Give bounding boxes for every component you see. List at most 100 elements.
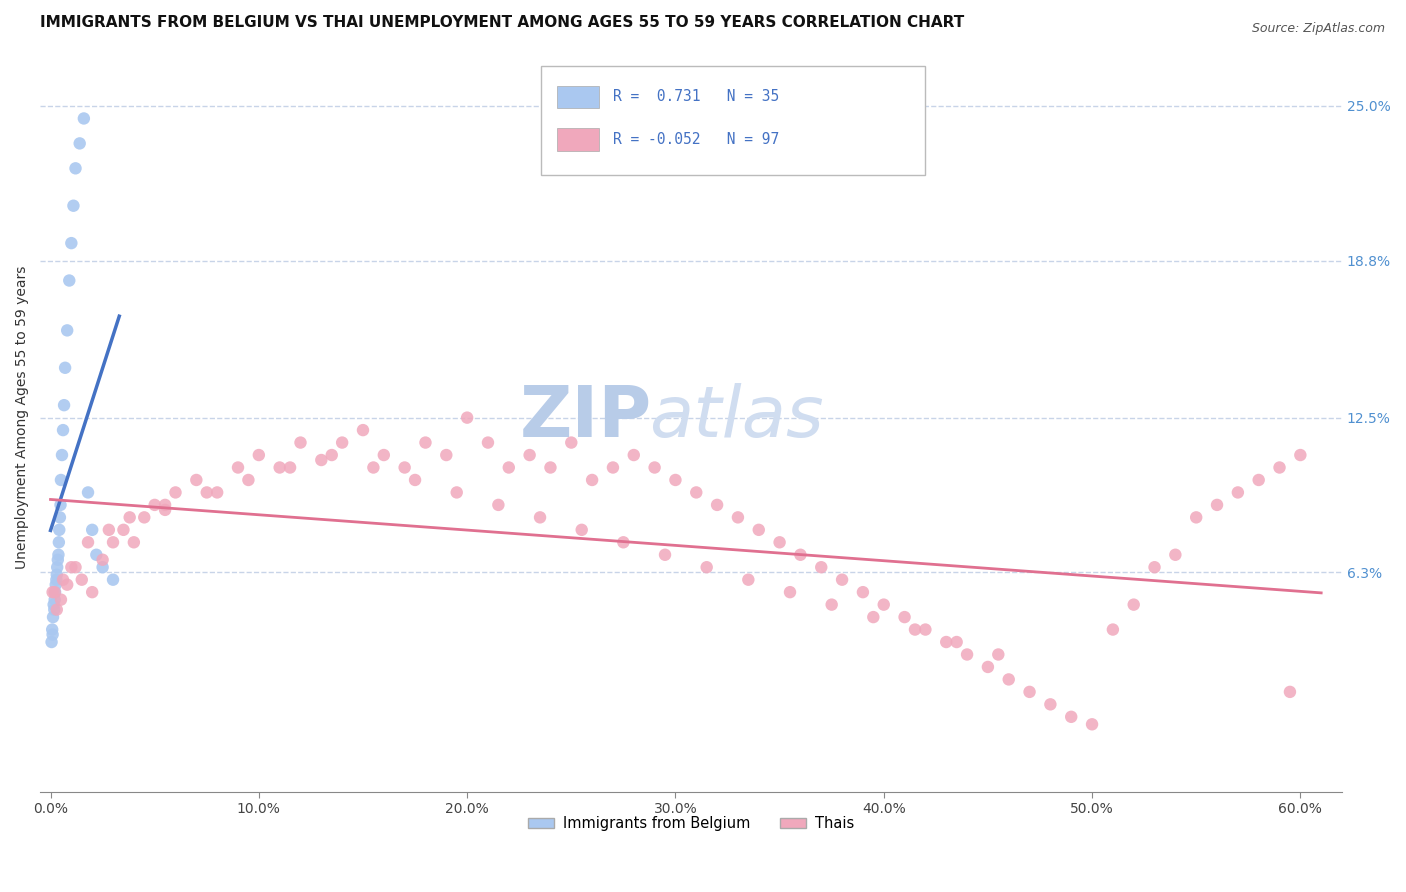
Point (581, 473, 603, 487)
Point (226, 460, 249, 475)
Point (415, 435, 437, 450)
Point (1206, 498, 1229, 512)
Point (810, 560, 832, 574)
Point (45, 573, 67, 587)
Point (862, 610, 884, 624)
Point (602, 460, 624, 475)
Point (44, 602, 66, 616)
Point (77, 485, 100, 500)
Point (373, 448, 395, 462)
Point (486, 498, 509, 512)
Point (41, 623, 63, 637)
FancyBboxPatch shape (557, 128, 599, 151)
Point (56, 577, 79, 591)
Point (51, 448, 73, 462)
Legend: Immigrants from Belgium, Thais: Immigrants from Belgium, Thais (523, 810, 860, 837)
Point (873, 598, 896, 612)
Point (997, 673, 1019, 687)
Point (118, 510, 141, 524)
Point (1102, 623, 1125, 637)
Point (352, 423, 374, 437)
Point (1018, 685, 1040, 699)
Point (831, 573, 853, 587)
Point (456, 410, 478, 425)
Point (49, 510, 72, 524)
Point (685, 485, 707, 500)
Point (205, 485, 228, 500)
Point (893, 610, 915, 624)
Point (53, 398, 76, 412)
Point (165, 485, 187, 500)
Point (737, 573, 759, 587)
Point (914, 623, 936, 637)
Point (1226, 485, 1249, 500)
Point (238, 473, 260, 487)
Point (247, 448, 270, 462)
Point (977, 660, 1000, 674)
Point (779, 585, 801, 599)
Point (44, 585, 66, 599)
Text: R =  0.731   N = 35: R = 0.731 N = 35 (613, 89, 779, 104)
Point (195, 485, 218, 500)
Point (821, 598, 844, 612)
Point (44, 585, 66, 599)
Point (935, 635, 957, 649)
Point (519, 448, 541, 462)
Point (70, 573, 93, 587)
Point (748, 523, 770, 537)
Point (644, 460, 666, 475)
Point (45, 602, 67, 616)
Point (321, 448, 343, 462)
Text: IMMIGRANTS FROM BELGIUM VS THAI UNEMPLOYMENT AMONG AGES 55 TO 59 YEARS CORRELATI: IMMIGRANTS FROM BELGIUM VS THAI UNEMPLOY… (41, 15, 965, 30)
Text: R = -0.052   N = 97: R = -0.052 N = 97 (613, 132, 779, 147)
Point (956, 648, 979, 662)
Point (477, 435, 499, 450)
Point (82, 523, 104, 537)
Point (45, 567, 67, 582)
Point (269, 460, 291, 475)
Point (612, 535, 634, 549)
Point (65, 161, 87, 176)
Point (852, 585, 875, 599)
Point (186, 473, 208, 487)
Point (60, 560, 83, 574)
Point (529, 510, 551, 524)
Point (311, 453, 333, 467)
Point (446, 485, 468, 500)
Point (330, 435, 353, 450)
Point (49, 592, 72, 607)
Point (122, 535, 145, 549)
Point (48, 548, 70, 562)
Point (394, 460, 416, 475)
Point (945, 635, 967, 649)
Point (91, 560, 114, 574)
Text: ZIP: ZIP (520, 384, 652, 452)
Point (1039, 698, 1062, 712)
Point (41, 635, 63, 649)
Point (706, 498, 728, 512)
Point (1185, 510, 1208, 524)
Text: Source: ZipAtlas.com: Source: ZipAtlas.com (1251, 22, 1385, 36)
Point (987, 648, 1010, 662)
Point (56, 323, 79, 337)
Point (48, 535, 70, 549)
Point (404, 473, 426, 487)
Point (1289, 448, 1312, 462)
FancyBboxPatch shape (557, 86, 599, 108)
Point (1081, 717, 1104, 731)
Point (65, 560, 87, 574)
Point (1060, 710, 1083, 724)
Point (654, 548, 676, 562)
Point (560, 435, 582, 450)
Point (48, 523, 70, 537)
FancyBboxPatch shape (541, 66, 925, 175)
Point (52, 423, 75, 437)
Point (46, 553, 69, 567)
Point (1278, 685, 1301, 699)
Point (571, 523, 593, 537)
Point (623, 448, 645, 462)
Point (1143, 560, 1166, 574)
Point (42, 598, 65, 612)
Point (41, 627, 63, 641)
Point (49, 473, 72, 487)
